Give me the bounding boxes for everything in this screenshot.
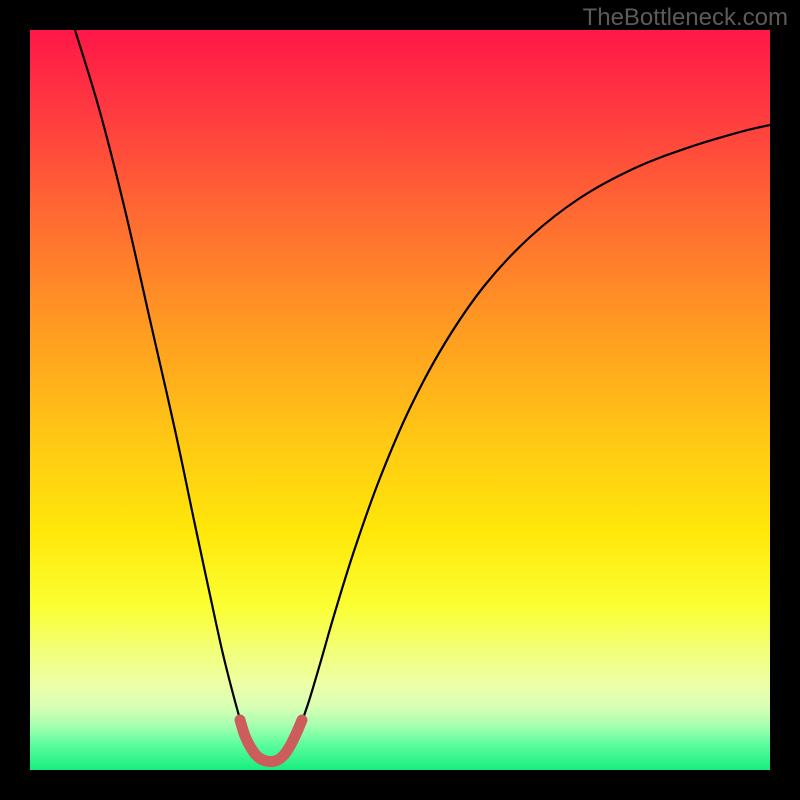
chart-plot-area bbox=[30, 30, 770, 770]
optimal-region-marker bbox=[240, 720, 302, 762]
watermark-text: TheBottleneck.com bbox=[583, 4, 788, 32]
bottleneck-curve bbox=[75, 30, 770, 761]
chart-curve-layer bbox=[30, 30, 770, 770]
